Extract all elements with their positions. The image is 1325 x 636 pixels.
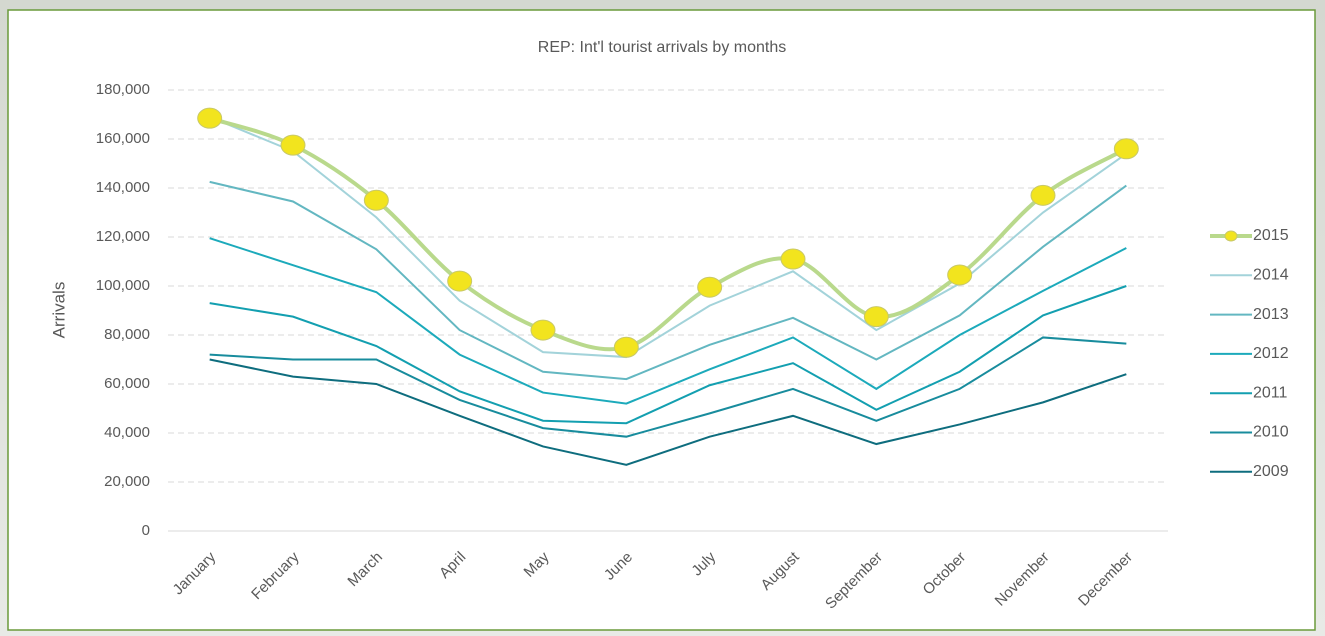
marker bbox=[697, 276, 723, 298]
legend-label: 2014 bbox=[1253, 267, 1289, 284]
legend-label: 2013 bbox=[1253, 306, 1289, 323]
chart-title: REP: Int'l tourist arrivals by months bbox=[538, 39, 786, 56]
legend-marker bbox=[1224, 230, 1238, 242]
legend-label: 2009 bbox=[1253, 463, 1289, 480]
marker bbox=[613, 336, 639, 358]
legend-label: 2010 bbox=[1253, 424, 1289, 441]
marker bbox=[1113, 138, 1139, 160]
marker bbox=[280, 134, 306, 156]
marker bbox=[863, 306, 889, 328]
y-tick-label: 140,000 bbox=[96, 179, 150, 196]
y-tick-label: 80,000 bbox=[104, 326, 150, 343]
marker bbox=[197, 107, 223, 129]
marker bbox=[530, 319, 556, 341]
series-line bbox=[209, 116, 1127, 359]
y-tick-label: 60,000 bbox=[104, 375, 150, 392]
marker bbox=[447, 270, 473, 292]
legend-label: 2015 bbox=[1253, 227, 1289, 244]
series-line bbox=[209, 358, 1127, 466]
chart-frame bbox=[7, 9, 1316, 631]
y-tick-label: 120,000 bbox=[96, 228, 150, 245]
y-tick-label: 0 bbox=[142, 522, 150, 539]
y-axis-label: Arrivals bbox=[49, 282, 68, 339]
series-line bbox=[209, 285, 1127, 425]
legend-label: 2012 bbox=[1253, 345, 1289, 362]
marker bbox=[363, 189, 389, 211]
marker bbox=[947, 264, 973, 286]
legend-label: 2011 bbox=[1253, 384, 1288, 401]
marker bbox=[1030, 184, 1056, 206]
y-tick-label: 180,000 bbox=[96, 81, 150, 98]
y-tick-label: 100,000 bbox=[96, 277, 150, 294]
marker bbox=[780, 248, 806, 270]
y-tick-label: 40,000 bbox=[104, 424, 150, 441]
series-line bbox=[209, 336, 1127, 438]
series-line bbox=[209, 180, 1127, 381]
y-tick-label: 20,000 bbox=[104, 473, 150, 490]
y-tick-label: 160,000 bbox=[96, 130, 150, 147]
series-line bbox=[209, 237, 1127, 405]
